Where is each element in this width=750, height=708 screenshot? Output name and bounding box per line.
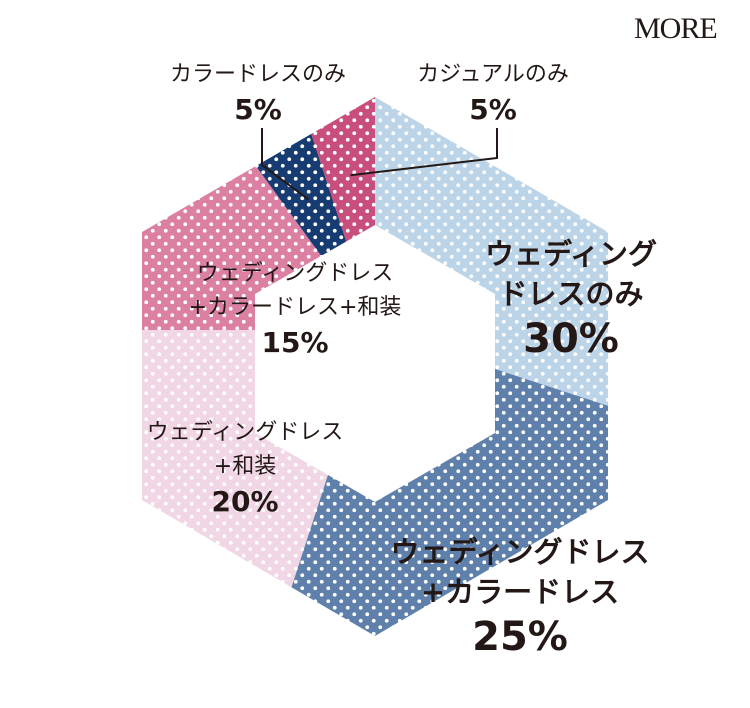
slice-label-color-only: カラードレスのみ 5% [148,58,368,128]
slice-name-line: ウェディングドレス [146,420,344,445]
slice-name-line: +和装 [213,454,277,479]
leader-line-casual-only [350,128,498,177]
slice-percent: 15% [261,326,329,359]
slice-wedding-color [291,369,608,636]
slice-wedding-wasou [142,330,328,588]
slice-name-line: ドレスのみ [498,277,644,311]
slice-name-line: +カラードレス [420,575,620,609]
slice-name-line: ウェディングドレス [390,535,650,569]
leader-line-color-only [261,128,310,201]
slice-wedding-only [375,97,608,406]
slice-label-wedding-wasou: ウェディングドレス +和装 20% [120,416,370,520]
slice-percent: 5% [234,93,282,126]
slice-name-line: カジュアルのみ [417,62,569,87]
slice-name-line: +カラードレス+和装 [188,295,402,320]
slice-name-line: ウェディング [485,237,657,271]
slice-percent: 30% [523,316,619,362]
slice-percent: 25% [472,614,568,660]
slice-percent: 20% [211,485,279,518]
slice-name-line: カラードレスのみ [169,62,346,87]
slice-percent: 5% [469,93,517,126]
slice-label-wedding-color: ウェディングドレス +カラードレス 25% [380,532,660,662]
slice-label-wedding-only: ウェディング ドレスのみ 30% [466,234,676,364]
slice-wedding-color-wasou [142,166,322,330]
slice-label-casual-only: カジュアルのみ 5% [388,58,598,128]
slice-name-line: ウェディングドレス [196,261,394,286]
brand-logo: MORE [634,12,718,45]
slice-label-wedding-color-wasou: ウェディングドレス +カラードレス+和装 15% [165,257,425,361]
slice-casual-only [311,97,375,242]
